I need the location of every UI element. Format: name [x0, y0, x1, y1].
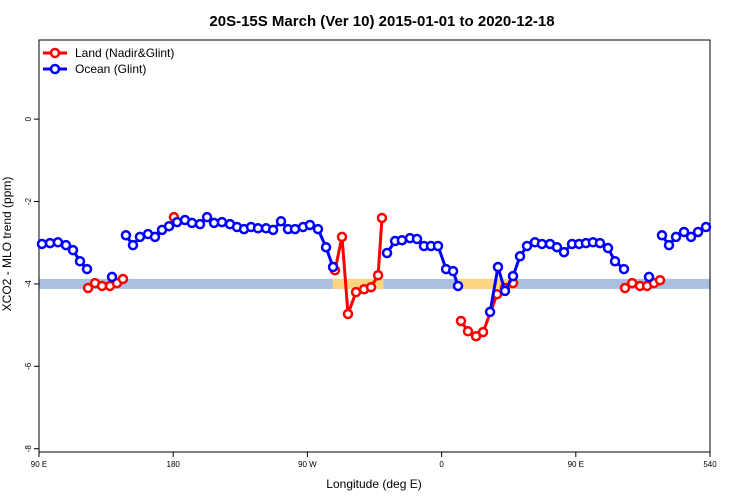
- data-point: [507, 270, 519, 282]
- data-point: [106, 271, 118, 283]
- data-point: [163, 220, 175, 232]
- data-point: [618, 263, 630, 275]
- legend-marker: [49, 63, 61, 75]
- data-point: [376, 212, 388, 224]
- x-axis-label: Longitude (deg E): [326, 477, 421, 491]
- data-point: [60, 239, 72, 251]
- data-point: [619, 282, 631, 294]
- y-tick-label: -2: [24, 197, 33, 205]
- data-point: [594, 237, 606, 249]
- x-tick-label: 540: [703, 460, 717, 469]
- data-point: [336, 231, 348, 243]
- data-point: [36, 238, 48, 250]
- data-point: [643, 271, 655, 283]
- data-point: [447, 265, 459, 277]
- data-point: [670, 231, 682, 243]
- data-point: [365, 281, 377, 293]
- data-point: [484, 306, 496, 318]
- series-line: [41, 215, 707, 313]
- data-point: [304, 219, 316, 231]
- data-point: [134, 231, 146, 243]
- chart-title: 20S-15S March (Ver 10) 2015-01-01 to 202…: [209, 13, 554, 30]
- y-tick-label: 0: [24, 116, 33, 121]
- y-tick-label: -6: [24, 362, 33, 370]
- data-point: [609, 255, 621, 267]
- data-point: [536, 238, 548, 250]
- data-point: [678, 226, 690, 238]
- data-point: [74, 255, 86, 267]
- x-tick-label: 90 E: [31, 460, 47, 469]
- legend-label: Land (Nadir&Glint): [75, 46, 174, 60]
- data-point: [216, 216, 228, 228]
- data-point: [551, 241, 563, 253]
- data-point: [602, 242, 614, 254]
- data-point: [685, 231, 697, 243]
- data-point: [432, 240, 444, 252]
- data-point: [127, 239, 139, 251]
- data-point: [521, 240, 533, 252]
- data-point: [499, 285, 511, 297]
- data-point: [275, 216, 287, 227]
- x-tick-label: 180: [167, 460, 181, 469]
- data-point: [82, 282, 94, 294]
- data-point: [558, 246, 570, 258]
- y-tick-label: -8: [24, 445, 33, 453]
- data-point: [372, 270, 384, 281]
- data-point: [327, 261, 339, 273]
- data-point: [186, 217, 198, 229]
- y-axis-label: XCO2 - MLO trend (ppm): [0, 177, 14, 312]
- data-point: [52, 237, 64, 248]
- x-tick-label: 90 W: [298, 460, 317, 469]
- data-point: [462, 326, 474, 337]
- data-point: [492, 261, 504, 273]
- data-point: [81, 263, 93, 275]
- data-point: [452, 280, 464, 292]
- data-point: [654, 274, 666, 286]
- data-point: [656, 230, 668, 241]
- data-point: [663, 239, 675, 251]
- data-point: [194, 218, 206, 230]
- data-point: [120, 230, 132, 241]
- data-point: [267, 224, 279, 236]
- data-point: [411, 233, 423, 245]
- data-point: [692, 226, 704, 238]
- data-point: [514, 251, 526, 262]
- data-point: [320, 241, 332, 253]
- x-tick-label: 90 E: [568, 460, 584, 469]
- band-highlight: [455, 278, 517, 289]
- x-tick-label: 0: [439, 460, 444, 469]
- data-point: [312, 223, 324, 235]
- data-point: [700, 221, 712, 233]
- data-point: [149, 231, 161, 243]
- data-point: [350, 286, 362, 298]
- data-point: [455, 315, 467, 327]
- legend-label: Ocean (Glint): [75, 62, 146, 76]
- data-point: [201, 211, 213, 223]
- data-point: [117, 273, 129, 285]
- data-point: [396, 234, 408, 246]
- data-point: [381, 247, 393, 259]
- band-highlight: [332, 278, 384, 289]
- legend-marker: [49, 47, 61, 59]
- y-tick-label: -4: [24, 280, 33, 288]
- data-point: [67, 244, 79, 256]
- data-point: [342, 308, 354, 320]
- data-point: [289, 223, 301, 235]
- data-point: [252, 223, 264, 234]
- data-point: [477, 326, 489, 338]
